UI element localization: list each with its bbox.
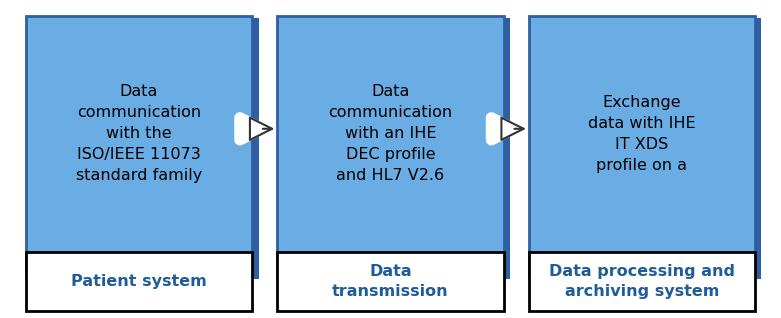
- FancyBboxPatch shape: [284, 18, 510, 279]
- Text: Exchange
data with IHE
IT XDS
profile on a: Exchange data with IHE IT XDS profile on…: [588, 94, 696, 173]
- FancyBboxPatch shape: [277, 252, 504, 311]
- FancyBboxPatch shape: [32, 18, 259, 279]
- FancyBboxPatch shape: [529, 16, 755, 277]
- FancyBboxPatch shape: [277, 16, 504, 277]
- FancyBboxPatch shape: [535, 18, 761, 279]
- Text: Data processing and
archiving system: Data processing and archiving system: [549, 264, 735, 299]
- FancyBboxPatch shape: [529, 252, 755, 311]
- Text: Patient system: Patient system: [71, 274, 207, 289]
- FancyBboxPatch shape: [26, 16, 252, 277]
- Text: Data
communication
with an IHE
DEC profile
and HL7 V2.6: Data communication with an IHE DEC profi…: [329, 84, 452, 183]
- Text: Data
transmission: Data transmission: [332, 264, 449, 299]
- FancyBboxPatch shape: [26, 252, 252, 311]
- Text: Data
communication
with the
ISO/IEEE 11073
standard family: Data communication with the ISO/IEEE 110…: [76, 84, 202, 183]
